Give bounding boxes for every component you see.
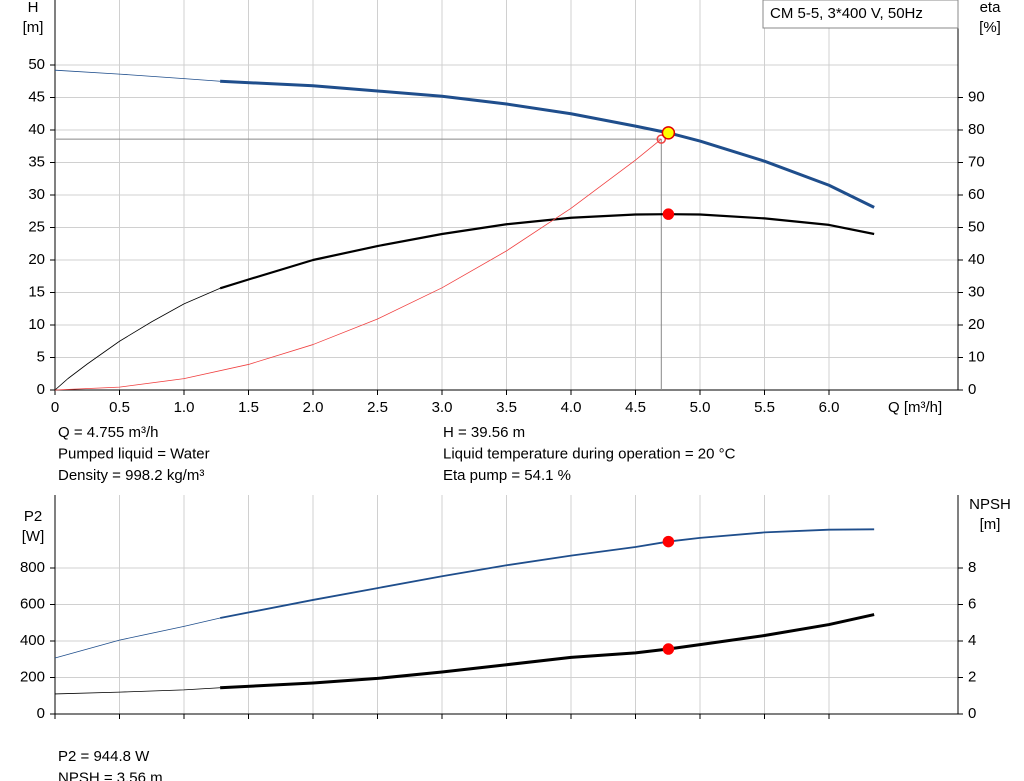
- y2-tick-label: 10: [968, 348, 985, 365]
- y2-tick-label: 8: [968, 559, 976, 576]
- y-tick-label: 0: [37, 705, 45, 722]
- y2-tick-label: 30: [968, 283, 985, 300]
- x-tick-label: 1.0: [174, 399, 195, 416]
- y-tick-label: 200: [20, 668, 45, 685]
- y-tick-label: 20: [28, 251, 45, 268]
- y2-tick-label: 40: [968, 251, 985, 268]
- title-box: [762, 0, 959, 29]
- y2-tick-label: 0: [968, 705, 976, 722]
- x-tick-label: 4.0: [561, 399, 582, 416]
- curve: [54, 687, 221, 695]
- info-text: Q = 4.755 m³/h: [58, 424, 158, 441]
- y-tick-label: 0: [37, 381, 45, 398]
- chart-title: CM 5-5, 3*400 V, 50Hz: [770, 5, 923, 22]
- operating-point: [662, 535, 675, 548]
- x-tick-label: 6.0: [819, 399, 840, 416]
- info-text: Eta pump = 54.1 %: [443, 467, 571, 484]
- y-tick-label: 15: [28, 283, 45, 300]
- info-text: Pumped liquid = Water: [58, 445, 210, 462]
- y-axis-unit: [W]: [22, 528, 45, 545]
- curve: [54, 287, 221, 391]
- y2-axis-label: NPSH: [969, 496, 1011, 513]
- y-tick-label: 800: [20, 559, 45, 576]
- y-axis-unit: [m]: [23, 19, 44, 36]
- y2-tick-label: 2: [968, 668, 976, 685]
- info-text: Density = 998.2 kg/m³: [58, 467, 204, 484]
- y-tick-label: 5: [37, 348, 45, 365]
- y2-tick-label: 4: [968, 632, 976, 649]
- y-tick-label: 50: [28, 56, 45, 73]
- curve: [220, 613, 875, 690]
- x-tick-label: 3.0: [432, 399, 453, 416]
- operating-point: [662, 643, 675, 655]
- y2-tick-label: 50: [968, 218, 985, 235]
- x-tick-label: 2.0: [303, 399, 324, 416]
- y-tick-label: 40: [28, 121, 45, 138]
- x-tick-label: 1.5: [238, 399, 259, 416]
- y-tick-label: 35: [28, 153, 45, 170]
- y2-tick-label: 60: [968, 186, 985, 203]
- info-text: P2 = 944.8 W: [58, 748, 150, 765]
- curve: [54, 138, 662, 391]
- y-tick-label: 45: [28, 88, 45, 105]
- operating-point: [661, 126, 676, 140]
- y2-axis-unit: [m]: [980, 516, 1001, 533]
- curve: [220, 79, 875, 209]
- y-axis-label: H: [28, 0, 39, 16]
- info-text: H = 39.56 m: [443, 424, 525, 441]
- x-tick-label: 2.5: [367, 399, 388, 416]
- y2-axis-unit: [%]: [979, 19, 1001, 36]
- y2-tick-label: 90: [968, 88, 985, 105]
- y-tick-label: 25: [28, 218, 45, 235]
- curve: [54, 69, 221, 82]
- curve: [219, 528, 875, 619]
- x-tick-label: 0: [51, 399, 59, 416]
- curve: [219, 213, 875, 290]
- x-tick-label: 5.0: [690, 399, 711, 416]
- operating-point: [656, 134, 667, 144]
- y2-tick-label: 20: [968, 316, 985, 333]
- y2-tick-label: 6: [968, 595, 976, 612]
- y-tick-label: 30: [28, 186, 45, 203]
- y2-axis-label: eta: [980, 0, 1002, 16]
- x-tick-label: 5.5: [754, 399, 775, 416]
- info-text: Liquid temperature during operation = 20…: [443, 445, 736, 462]
- curve: [54, 617, 221, 659]
- y-tick-label: 600: [20, 595, 45, 612]
- y2-tick-label: 0: [968, 381, 976, 398]
- info-text: NPSH = 3.56 m: [58, 769, 163, 781]
- y-tick-label: 400: [20, 632, 45, 649]
- operating-point: [662, 208, 675, 220]
- y2-tick-label: 70: [968, 153, 985, 170]
- x-tick-label: 4.5: [625, 399, 646, 416]
- y-tick-label: 10: [28, 316, 45, 333]
- x-axis-label: Q [m³/h]: [888, 399, 942, 416]
- y2-tick-label: 80: [968, 121, 985, 138]
- y-axis-label: P2: [24, 508, 42, 525]
- x-tick-label: 0.5: [109, 399, 130, 416]
- x-tick-label: 3.5: [496, 399, 517, 416]
